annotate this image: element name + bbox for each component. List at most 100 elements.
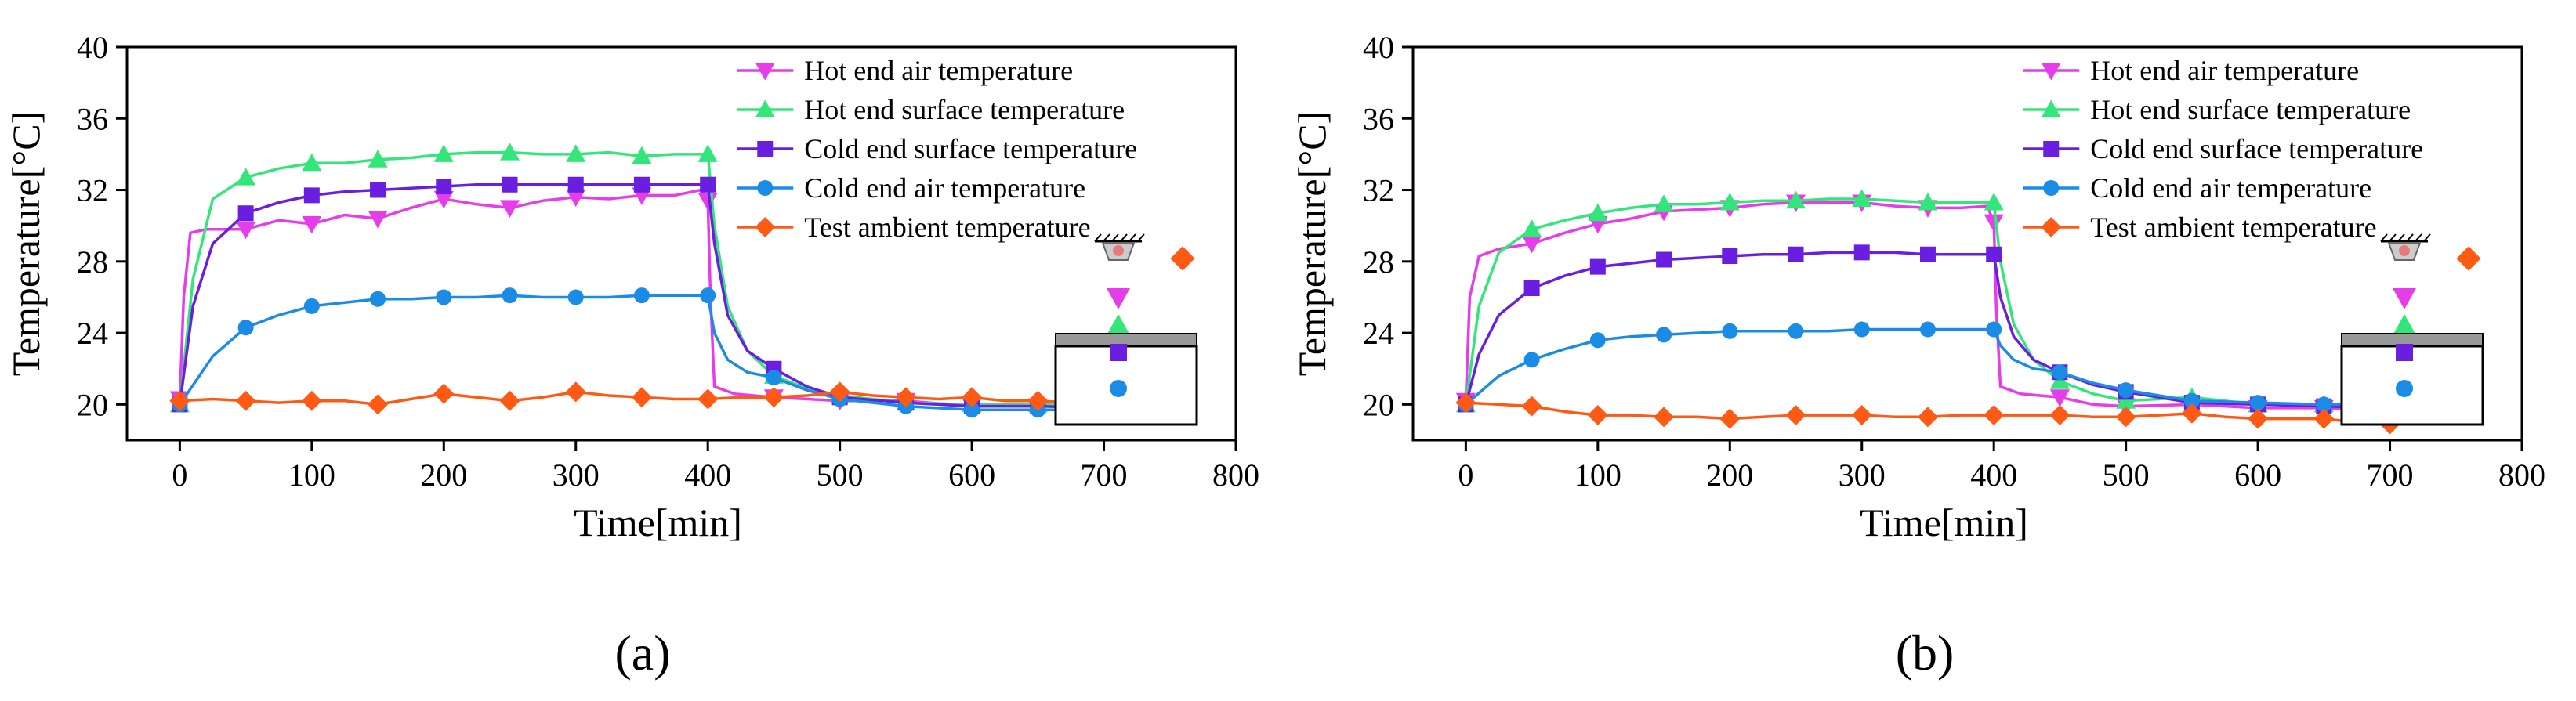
data-point — [2115, 407, 2136, 428]
hot-air-sensor-icon — [2393, 288, 2416, 309]
y-tick-label: 36 — [77, 101, 108, 136]
data-point — [237, 320, 254, 336]
legend-entry: Cold end surface temperature — [2090, 133, 2423, 164]
data-point — [502, 176, 518, 193]
x-tick-label: 700 — [1081, 457, 1128, 493]
x-tick-label: 600 — [948, 457, 995, 493]
hatch-stroke — [2389, 233, 2397, 242]
data-point — [1788, 323, 1804, 339]
y-tick-label: 36 — [1363, 101, 1394, 136]
data-point — [763, 387, 784, 408]
y-axis-title: Temperature[°C] — [4, 111, 48, 377]
data-point — [302, 215, 322, 234]
legend-marker — [2041, 99, 2061, 117]
series-line — [1464, 197, 2390, 407]
data-point — [2248, 408, 2269, 429]
data-point — [1455, 392, 1476, 414]
x-axis-title: Time[min] — [1860, 500, 2028, 544]
setup-schematic-inset — [1054, 233, 1198, 426]
data-point — [700, 287, 716, 304]
cold-air-sensor-icon — [2396, 380, 2413, 397]
hatch-stroke — [2397, 233, 2405, 242]
data-point — [1919, 246, 1936, 262]
data-point — [1719, 193, 1740, 211]
x-tick-label: 800 — [1212, 457, 1259, 493]
data-point — [237, 205, 254, 222]
data-point — [829, 381, 850, 403]
series-line — [1465, 327, 2390, 407]
data-point — [697, 144, 718, 162]
cold-air-sensor-icon — [1110, 380, 1127, 397]
cold-surface-sensor-icon — [1110, 344, 1127, 361]
x-tick-label: 800 — [2498, 457, 2545, 493]
y-tick-label: 28 — [77, 244, 108, 280]
panel-label-b: (b) — [1896, 625, 1955, 681]
setup-schematic-inset — [2340, 233, 2484, 426]
data-point — [1853, 244, 1870, 261]
legend: Hot end air temperature Hot end surface t… — [2023, 55, 2423, 243]
data-point — [2313, 408, 2335, 429]
x-tick-label: 100 — [1574, 457, 1621, 493]
hatch-stroke — [1103, 233, 1110, 242]
legend-entry: Cold end air temperature — [804, 172, 1085, 204]
data-point — [2052, 364, 2068, 381]
data-point — [632, 146, 652, 164]
y-tick-label: 32 — [1363, 173, 1394, 208]
data-point — [2116, 391, 2136, 409]
legend-entry: Hot end surface temperature — [2090, 94, 2411, 125]
hatch-stroke — [1111, 233, 1119, 242]
ambient-sensor-icon — [2456, 246, 2481, 271]
y-tick-label: 20 — [1363, 387, 1394, 422]
data-point — [1589, 258, 1606, 275]
data-point — [2118, 382, 2134, 399]
legend-entry: Hot end air temperature — [2090, 55, 2359, 86]
data-point — [301, 390, 322, 411]
data-point — [566, 144, 586, 162]
y-axis-title: Temperature[°C] — [1290, 111, 1334, 377]
data-point — [368, 211, 388, 229]
data-point — [633, 176, 650, 193]
hatch-stroke — [2380, 233, 2388, 242]
data-point — [2316, 396, 2332, 413]
x-tick-label: 600 — [2234, 457, 2281, 493]
data-point — [1656, 327, 1672, 343]
x-tick-label: 700 — [2367, 457, 2414, 493]
data-point — [1984, 405, 2005, 426]
data-point — [964, 402, 980, 418]
data-point — [566, 189, 586, 208]
data-point — [500, 143, 520, 161]
data-point — [895, 387, 916, 408]
x-tick-label: 200 — [1706, 457, 1753, 493]
data-point — [1986, 246, 2002, 262]
data-point — [1521, 396, 1542, 417]
hatch-stroke — [1129, 233, 1136, 242]
data-point — [567, 176, 584, 193]
series-line — [179, 390, 1170, 407]
series-cold-air — [1458, 321, 2398, 413]
data-point — [1589, 332, 1606, 349]
x-tick-label: 500 — [817, 457, 864, 493]
data-point — [1919, 321, 1936, 338]
heater-spot — [1113, 245, 1124, 256]
data-point — [1785, 405, 1806, 426]
data-point — [370, 291, 386, 307]
data-point — [500, 200, 520, 218]
data-point — [1523, 280, 1540, 297]
x-tick-label: 300 — [1839, 457, 1886, 493]
data-point — [2181, 403, 2202, 424]
data-point — [1722, 323, 1738, 339]
x-tick-label: 300 — [553, 457, 600, 493]
data-point — [1722, 248, 1738, 264]
data-point — [1719, 408, 1741, 429]
data-point — [567, 289, 584, 305]
data-point — [1522, 219, 1542, 237]
x-tick-label: 200 — [420, 457, 467, 493]
legend-marker — [755, 217, 776, 237]
legend-marker — [2041, 63, 2061, 81]
data-point — [1786, 190, 1806, 209]
hot-air-sensor-icon — [1107, 288, 1130, 309]
data-point — [433, 144, 454, 162]
y-tick-label: 40 — [1363, 30, 1394, 65]
ambient-sensor-icon — [1170, 246, 1195, 271]
